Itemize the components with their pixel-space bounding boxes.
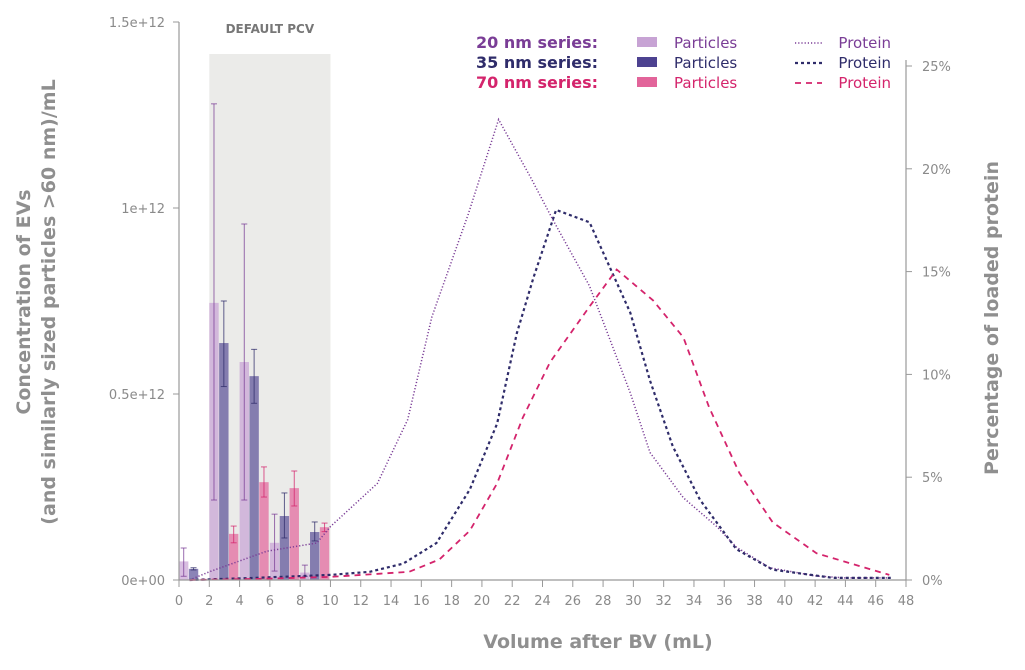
bar-70nm-3	[289, 488, 299, 580]
pcv-label: DEFAULT PCV	[226, 22, 315, 36]
bar-70nm-4	[319, 527, 330, 580]
protein-line-70nm	[189, 268, 890, 581]
x-tick-label: 28	[595, 594, 612, 609]
x-tick-label: 32	[655, 594, 672, 609]
x-tick-label: 30	[625, 594, 642, 609]
x-tick-label: 34	[686, 594, 703, 609]
x-tick-label: 4	[235, 594, 243, 609]
x-tick-label: 24	[534, 594, 551, 609]
bar-35nm-4	[310, 532, 320, 580]
legend-particles-label: Particles	[674, 34, 737, 52]
y-left-axis-label-1: Concentration of EVs	[13, 189, 35, 414]
bar-35nm-2	[249, 376, 259, 580]
bar-70nm-1	[228, 533, 239, 580]
y-left-tick-label: 1e+12	[121, 202, 165, 217]
legend-particles-label: Particles	[674, 54, 737, 72]
legend-protein-label: Protein	[838, 74, 891, 92]
y-left-tick-label: 0e+00	[121, 574, 165, 589]
x-tick-label: 10	[322, 594, 339, 609]
y-right-tick-label: 15%	[922, 266, 951, 281]
y-right-axis-label: Percentage of loaded protein	[981, 161, 1003, 475]
legend-series-label: 20 nm series:	[476, 33, 598, 52]
x-tick-label: 0	[175, 594, 183, 609]
legend-series-label: 70 nm series:	[476, 73, 598, 92]
legend-protein-label: Protein	[838, 54, 891, 72]
x-tick-label: 22	[504, 594, 521, 609]
y-right-tick-label: 25%	[922, 60, 951, 75]
bar-70nm-2	[259, 482, 269, 580]
bar-35nm-0	[188, 568, 199, 580]
x-tick-label: 8	[296, 594, 304, 609]
legend-series-label: 35 nm series:	[476, 53, 598, 72]
y-left-tick-label: 0.5e+12	[109, 388, 165, 403]
x-tick-label: 12	[352, 594, 369, 609]
protein-line-20nm	[189, 117, 891, 581]
x-tick-label: 18	[443, 594, 460, 609]
legend-particles-label: Particles	[674, 74, 737, 92]
y-left-axis-label-2: (and similarly sized particles >60 nm)/m…	[38, 79, 60, 524]
x-tick-label: 48	[898, 594, 915, 609]
x-tick-label: 42	[807, 594, 824, 609]
legend: 20 nm series: Particles Protein 35 nm serie…	[476, 33, 891, 92]
x-tick-label: 46	[867, 594, 884, 609]
x-tick-label: 14	[383, 594, 400, 609]
legend-bar-swatch	[637, 37, 657, 47]
x-tick-label: 44	[837, 594, 854, 609]
legend-bar-swatch	[637, 57, 657, 67]
x-tick-label: 20	[474, 594, 491, 609]
y-left-tick-label: 1.5e+12	[109, 16, 165, 31]
y-right-tick-label: 0%	[922, 574, 943, 589]
legend-bar-swatch	[637, 77, 657, 87]
x-tick-label: 2	[205, 594, 213, 609]
y-right-tick-label: 5%	[922, 471, 943, 486]
x-axis-label: Volume after BV (mL)	[483, 631, 712, 653]
pcv-region	[209, 54, 331, 580]
protein-line-35nm	[189, 208, 891, 582]
x-tick-label: 16	[413, 594, 430, 609]
x-tick-label: 26	[565, 594, 582, 609]
y-right-tick-label: 10%	[922, 368, 951, 383]
y-right-tick-label: 20%	[922, 163, 951, 178]
x-tick-label: 40	[777, 594, 794, 609]
x-tick-label: 36	[716, 594, 733, 609]
x-tick-label: 6	[266, 594, 274, 609]
x-tick-label: 38	[746, 594, 763, 609]
bar-35nm-1	[219, 343, 229, 580]
legend-protein-label: Protein	[838, 34, 891, 52]
